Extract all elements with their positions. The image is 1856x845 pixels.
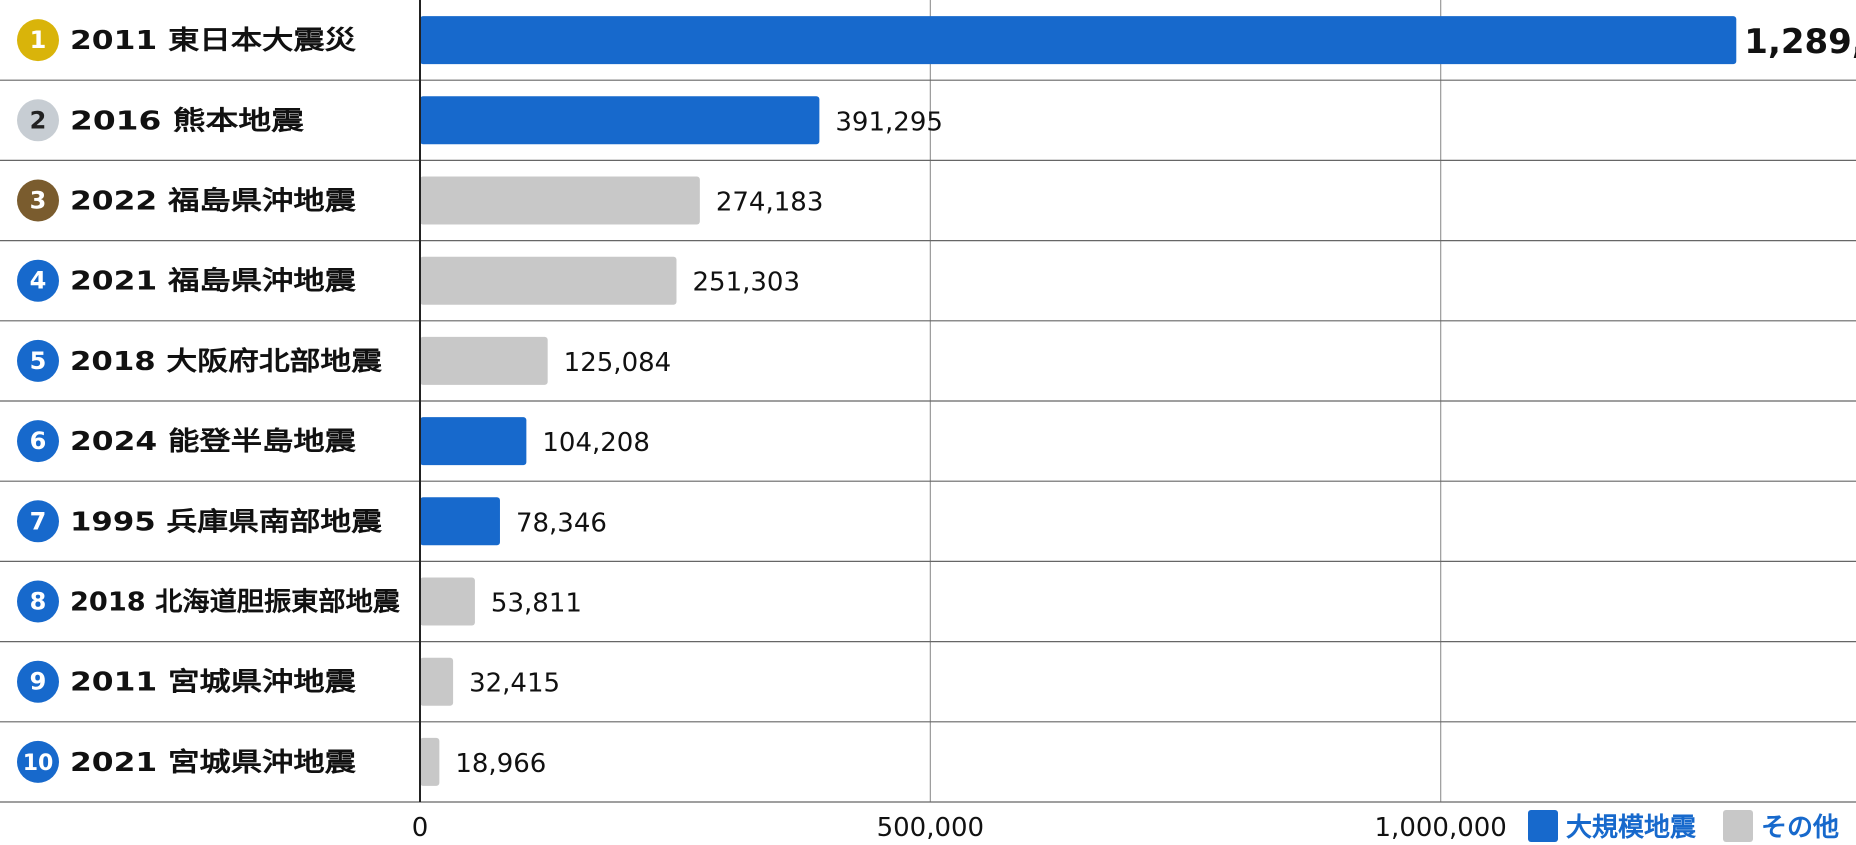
rank-badge [17, 19, 59, 62]
category-label: 2016 熊本地震 [70, 105, 305, 136]
bar [420, 96, 820, 145]
x-tick-label: 0 [412, 813, 429, 843]
category-label: 2018 大阪府北部地震 [70, 346, 383, 377]
data-label: 251,303 [693, 268, 801, 298]
category-label: 2011 宮城県沖地震 [70, 667, 357, 698]
rank-number: 1 [30, 26, 47, 54]
x-tick-label: 500,000 [877, 813, 985, 843]
category-label: 2024 能登半島地震 [70, 426, 357, 457]
rank-number: 4 [30, 267, 47, 295]
rank-badge [17, 500, 59, 543]
data-label: 125,084 [564, 348, 672, 378]
bar [420, 16, 1737, 65]
rank-badge [17, 99, 59, 142]
bar [420, 497, 500, 546]
legend-label-other: その他 [1761, 813, 1839, 843]
data-label: 1,289,611 [1744, 22, 1856, 62]
category-label: 2018 北海道胆振東部地震 [70, 587, 401, 618]
rank-number: 3 [30, 187, 47, 215]
legend-swatch-major [1528, 810, 1558, 842]
rank-badge [17, 580, 59, 623]
data-label: 53,811 [491, 589, 582, 619]
bar [420, 577, 475, 626]
rank-number: 2 [30, 106, 47, 134]
category-label: 2021 宮城県沖地震 [70, 747, 357, 778]
rank-number: 9 [30, 668, 47, 696]
rank-badge [17, 339, 59, 382]
rank-badge [17, 660, 59, 703]
data-label: 18,966 [455, 749, 546, 779]
rank-badge [17, 420, 59, 463]
rank-number: 7 [30, 507, 47, 535]
rank-number: 10 [23, 751, 54, 776]
rank-number: 6 [30, 427, 47, 455]
legend-label-major: 大規模地震 [1566, 813, 1697, 843]
data-label: 32,415 [469, 669, 560, 699]
data-label: 78,346 [516, 508, 607, 538]
rank-number: 5 [30, 347, 47, 375]
bar [420, 657, 454, 706]
bar [420, 256, 677, 305]
rank-badge [17, 179, 59, 222]
rank-badge [17, 259, 59, 302]
bar [420, 417, 527, 466]
rank-number: 8 [30, 588, 47, 616]
category-label: 1995 兵庫県南部地震 [70, 507, 383, 537]
category-label: 2021 福島県沖地震 [70, 267, 357, 297]
rank-badge [17, 740, 59, 783]
bar [420, 336, 548, 385]
legend-swatch-other [1723, 810, 1753, 842]
category-label: 2022 福島県沖地震 [70, 187, 357, 217]
data-label: 274,183 [716, 188, 824, 218]
bar [420, 737, 440, 786]
bar [420, 176, 700, 225]
x-tick-label: 1,000,000 [1375, 813, 1507, 843]
data-label: 391,295 [835, 107, 943, 137]
category-label: 2011 東日本大震災 [70, 26, 357, 56]
data-label: 104,208 [542, 428, 650, 458]
